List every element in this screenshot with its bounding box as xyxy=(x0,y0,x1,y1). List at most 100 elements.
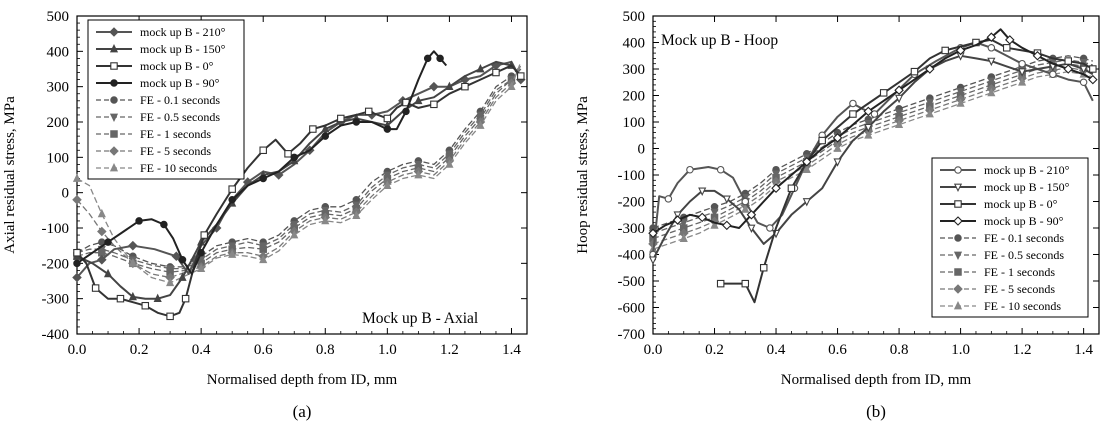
data-point xyxy=(741,197,750,206)
data-point xyxy=(894,85,904,95)
data-point xyxy=(894,94,904,104)
data-point xyxy=(1049,70,1057,79)
data-point xyxy=(1032,50,1043,61)
data-point xyxy=(698,187,707,196)
data-point xyxy=(955,45,966,56)
data-point xyxy=(259,146,267,155)
legend-label: FE - 10 seconds xyxy=(140,161,217,175)
legend-swatch-marker xyxy=(109,43,119,53)
y-tick-label: -400 xyxy=(618,248,646,264)
data-point xyxy=(686,165,694,174)
data-point xyxy=(849,110,857,118)
legend-swatch-marker xyxy=(953,284,963,294)
data-point xyxy=(664,195,673,203)
data-point xyxy=(73,259,81,268)
legend-swatch-marker xyxy=(954,268,962,276)
series-line xyxy=(76,68,522,270)
data-point xyxy=(833,143,842,152)
data-point xyxy=(72,272,82,283)
y-tick-label: 100 xyxy=(47,150,70,166)
data-point xyxy=(72,173,82,182)
data-point xyxy=(321,215,330,225)
data-point xyxy=(430,100,438,109)
y-axis-label-b: Hoop residual stress, MPa xyxy=(575,96,591,254)
legend-label: mock up B - 90° xyxy=(140,76,220,90)
data-point xyxy=(97,255,107,265)
x-axis-label-a: Normalised depth from ID, mm xyxy=(207,372,398,388)
legend-label: FE - 0.1 seconds xyxy=(140,93,220,107)
data-point xyxy=(925,108,934,118)
data-point xyxy=(771,183,781,194)
data-point xyxy=(910,67,919,76)
data-point xyxy=(759,263,768,272)
y-tick-label: 500 xyxy=(623,9,646,25)
legend-label: FE - 0.5 seconds xyxy=(140,110,220,124)
data-point xyxy=(1064,57,1072,65)
y-tick-label: -300 xyxy=(42,292,70,308)
data-point xyxy=(383,180,392,189)
y-tick-label: 400 xyxy=(47,44,70,60)
x-tick-label: 0.0 xyxy=(644,342,663,358)
data-point xyxy=(787,184,796,193)
series-mock-up-b-90- xyxy=(73,50,448,275)
legend-b: mock up B - 210° mock up B - 150° mock up … xyxy=(931,157,1089,318)
annotation-b: Mock up B - Hoop xyxy=(661,32,778,49)
series-line xyxy=(76,65,522,268)
legend-swatch-marker xyxy=(109,113,119,123)
series-fe-10-seconds xyxy=(72,61,522,287)
y-tick-label: -700 xyxy=(618,327,646,343)
data-point xyxy=(352,210,361,219)
data-point xyxy=(97,208,106,218)
legend-swatch-marker xyxy=(953,300,963,310)
x-axis-label-b: Normalised depth from ID, mm xyxy=(781,372,972,388)
legend-swatch-marker xyxy=(109,146,119,156)
data-point xyxy=(259,174,267,183)
data-point xyxy=(197,263,206,272)
legend-swatch-marker xyxy=(109,162,119,172)
data-point xyxy=(414,169,423,179)
legend-label: FE - 5 seconds xyxy=(984,282,1055,296)
data-point xyxy=(987,44,996,52)
data-point xyxy=(73,248,81,257)
data-point xyxy=(284,150,292,158)
data-point xyxy=(864,130,873,139)
data-point xyxy=(894,119,904,128)
data-point xyxy=(1005,35,1015,45)
data-point xyxy=(116,294,125,303)
legend-label: FE - 1 seconds xyxy=(984,265,1055,279)
series-line xyxy=(652,71,1093,250)
data-point xyxy=(697,212,707,223)
data-point xyxy=(364,107,373,116)
series-group-b xyxy=(648,28,1098,304)
legend-swatch-marker xyxy=(954,234,962,242)
caption-a: (a) xyxy=(293,402,312,421)
data-point xyxy=(746,209,757,220)
data-point xyxy=(833,158,842,167)
y-axis-label-a: Axial residual stress, MPa xyxy=(2,96,18,254)
data-point xyxy=(445,159,454,168)
data-point xyxy=(128,258,137,267)
data-point xyxy=(1079,65,1088,75)
y-tick-label: 400 xyxy=(623,36,646,52)
data-point xyxy=(200,231,208,239)
data-point xyxy=(1018,68,1027,77)
legend-swatch-marker xyxy=(109,27,119,37)
x-tick-label: 0.8 xyxy=(890,342,909,358)
legend-label: FE - 0.1 seconds xyxy=(984,231,1064,245)
series-fe-10-seconds xyxy=(648,69,1093,253)
data-point xyxy=(672,215,683,225)
x-tick-label: 0.0 xyxy=(68,342,87,358)
data-point xyxy=(956,98,965,107)
y-tick-label: -400 xyxy=(42,327,70,343)
data-point xyxy=(423,54,432,63)
data-point xyxy=(864,123,873,133)
legend-label: mock up B - 210° xyxy=(140,25,226,39)
panel-a: 0.0 0.2 0.4 0.6 0.8 1.0 1.2 1.4 -400 -300 -200 -100… xyxy=(2,9,528,421)
data-point xyxy=(679,233,688,242)
data-point xyxy=(160,220,168,229)
data-point xyxy=(228,195,236,204)
y-tick-label: -200 xyxy=(618,195,646,211)
axes-b: 0.0 0.2 0.4 0.6 0.8 1.0 1.2 1.4 -700 -600 -500 -400… xyxy=(618,9,1099,358)
x-tick-label: 1.2 xyxy=(440,342,459,358)
